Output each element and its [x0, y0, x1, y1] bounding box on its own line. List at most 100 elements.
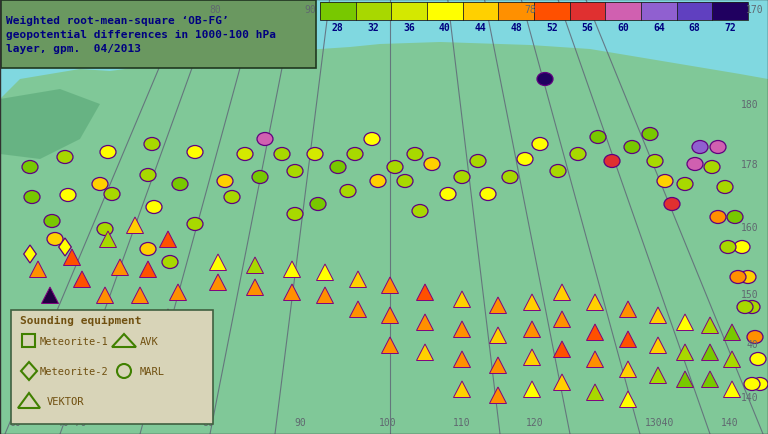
- Bar: [320, 3, 748, 21]
- Bar: [605, 3, 641, 21]
- Ellipse shape: [287, 208, 303, 221]
- Polygon shape: [554, 311, 571, 328]
- Ellipse shape: [364, 133, 380, 146]
- Polygon shape: [524, 381, 541, 398]
- Polygon shape: [74, 271, 91, 288]
- Polygon shape: [701, 317, 719, 334]
- Bar: [498, 3, 534, 21]
- Polygon shape: [554, 374, 571, 391]
- Polygon shape: [349, 271, 366, 288]
- Polygon shape: [382, 307, 399, 324]
- Ellipse shape: [750, 353, 766, 366]
- Polygon shape: [620, 361, 637, 378]
- Ellipse shape: [664, 198, 680, 211]
- Text: 90: 90: [304, 5, 316, 15]
- Text: 178: 178: [740, 160, 758, 170]
- Ellipse shape: [642, 128, 658, 141]
- Polygon shape: [587, 324, 604, 341]
- Text: 40: 40: [746, 339, 758, 349]
- Polygon shape: [489, 297, 507, 314]
- Ellipse shape: [470, 155, 486, 168]
- Text: 36: 36: [403, 23, 415, 33]
- Text: 48: 48: [510, 23, 522, 33]
- Bar: [534, 3, 570, 21]
- Polygon shape: [111, 260, 128, 276]
- Text: 120: 120: [526, 417, 544, 427]
- Ellipse shape: [24, 191, 40, 204]
- Polygon shape: [524, 349, 541, 366]
- Ellipse shape: [517, 153, 533, 166]
- Ellipse shape: [330, 161, 346, 174]
- Polygon shape: [650, 307, 667, 324]
- Polygon shape: [677, 371, 694, 388]
- Polygon shape: [620, 331, 637, 348]
- Text: 64: 64: [653, 23, 665, 33]
- Text: 90: 90: [294, 417, 306, 427]
- Ellipse shape: [440, 188, 456, 201]
- Polygon shape: [453, 381, 471, 398]
- Ellipse shape: [407, 148, 423, 161]
- Bar: [713, 3, 748, 21]
- Polygon shape: [29, 261, 47, 278]
- Ellipse shape: [657, 175, 673, 188]
- Polygon shape: [416, 314, 433, 331]
- Polygon shape: [41, 287, 58, 304]
- Polygon shape: [650, 337, 667, 354]
- Ellipse shape: [22, 161, 38, 174]
- Bar: [320, 3, 356, 21]
- Text: 170: 170: [746, 5, 764, 15]
- Text: 13040: 13040: [645, 417, 674, 427]
- Ellipse shape: [44, 215, 60, 228]
- Ellipse shape: [370, 175, 386, 188]
- Ellipse shape: [144, 138, 160, 151]
- Polygon shape: [247, 257, 263, 274]
- Text: 140: 140: [721, 417, 739, 427]
- Polygon shape: [723, 381, 740, 398]
- Ellipse shape: [604, 155, 620, 168]
- Polygon shape: [316, 287, 333, 304]
- Ellipse shape: [252, 171, 268, 184]
- Text: 150: 150: [740, 289, 758, 299]
- Ellipse shape: [217, 175, 233, 188]
- Polygon shape: [160, 309, 177, 326]
- Ellipse shape: [47, 233, 63, 246]
- Ellipse shape: [454, 171, 470, 184]
- Ellipse shape: [752, 378, 768, 391]
- Ellipse shape: [532, 138, 548, 151]
- Polygon shape: [349, 301, 366, 318]
- Text: 78: 78: [524, 5, 536, 15]
- Bar: [356, 3, 392, 21]
- Ellipse shape: [717, 181, 733, 194]
- Bar: [427, 3, 462, 21]
- Text: 80: 80: [202, 417, 214, 427]
- Text: 180: 180: [740, 100, 758, 110]
- Ellipse shape: [397, 175, 413, 188]
- Text: 80: 80: [209, 5, 221, 15]
- Ellipse shape: [387, 161, 403, 174]
- Polygon shape: [677, 344, 694, 361]
- Ellipse shape: [172, 178, 188, 191]
- Text: 72: 72: [724, 23, 736, 33]
- Bar: [570, 3, 605, 21]
- Ellipse shape: [704, 161, 720, 174]
- Ellipse shape: [747, 331, 763, 344]
- Text: Weighted root-mean-square ‘OB-FG’
geopotential differences in 1000-100 hPa
layer: Weighted root-mean-square ‘OB-FG’ geopot…: [6, 16, 276, 54]
- Polygon shape: [210, 254, 227, 271]
- Polygon shape: [0, 90, 100, 160]
- Text: 110: 110: [453, 417, 471, 427]
- Ellipse shape: [60, 189, 76, 202]
- Ellipse shape: [710, 211, 726, 224]
- Text: 28: 28: [332, 23, 344, 33]
- Bar: [392, 3, 427, 21]
- Text: Sounding equipment: Sounding equipment: [20, 315, 141, 325]
- Ellipse shape: [146, 201, 162, 214]
- FancyBboxPatch shape: [11, 310, 213, 424]
- Bar: [677, 3, 713, 21]
- Polygon shape: [160, 231, 177, 248]
- Polygon shape: [48, 318, 61, 336]
- Ellipse shape: [340, 185, 356, 198]
- Ellipse shape: [57, 151, 73, 164]
- Polygon shape: [64, 250, 81, 266]
- Ellipse shape: [744, 378, 760, 391]
- Ellipse shape: [550, 165, 566, 178]
